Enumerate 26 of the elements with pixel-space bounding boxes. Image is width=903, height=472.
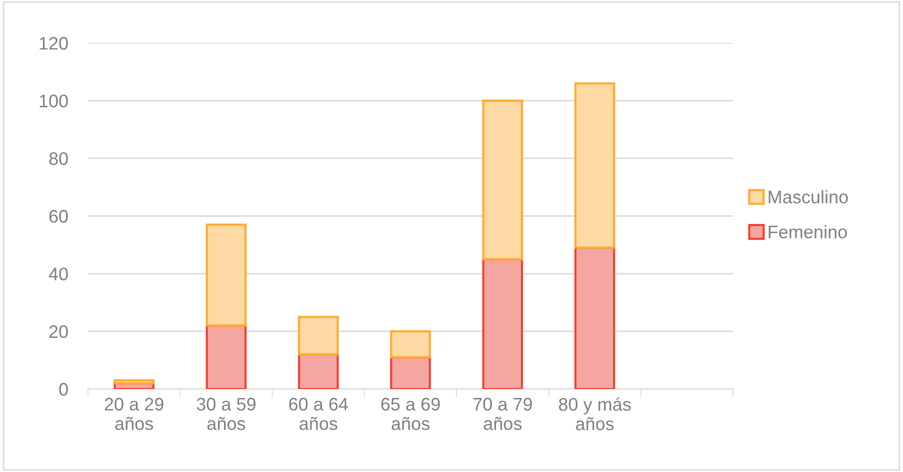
x-tick-label: 30 a 59 años xyxy=(196,398,256,430)
legend-label: Femenino xyxy=(768,225,847,238)
y-tick-label: 100 xyxy=(40,94,68,108)
bar xyxy=(206,324,247,389)
bar xyxy=(298,316,339,356)
x-tick-label: 70 a 79 años xyxy=(473,398,532,430)
y-tick-label: 20 xyxy=(49,325,68,338)
x-tick-label: 60 a 64 años xyxy=(289,398,348,430)
x-tick-label: 80 y más años xyxy=(558,397,631,430)
bar xyxy=(574,246,616,389)
bar xyxy=(482,100,524,260)
bar xyxy=(574,82,616,249)
x-tick-label: 20 a 29 años xyxy=(104,398,164,430)
y-tick-label: 0 xyxy=(59,382,68,396)
bar xyxy=(114,379,154,384)
x-tick-label: 65 a 69 años xyxy=(381,398,440,430)
y-tick-label: 60 xyxy=(49,210,68,223)
y-tick-label: 80 xyxy=(49,152,68,166)
bar xyxy=(206,224,247,327)
y-tick-label: 120 xyxy=(40,36,68,50)
legend-label: Masculino xyxy=(768,190,848,204)
bar xyxy=(298,353,339,389)
bar xyxy=(390,330,431,358)
bar xyxy=(482,258,524,389)
bar xyxy=(390,356,431,389)
y-tick-label: 40 xyxy=(48,268,68,280)
